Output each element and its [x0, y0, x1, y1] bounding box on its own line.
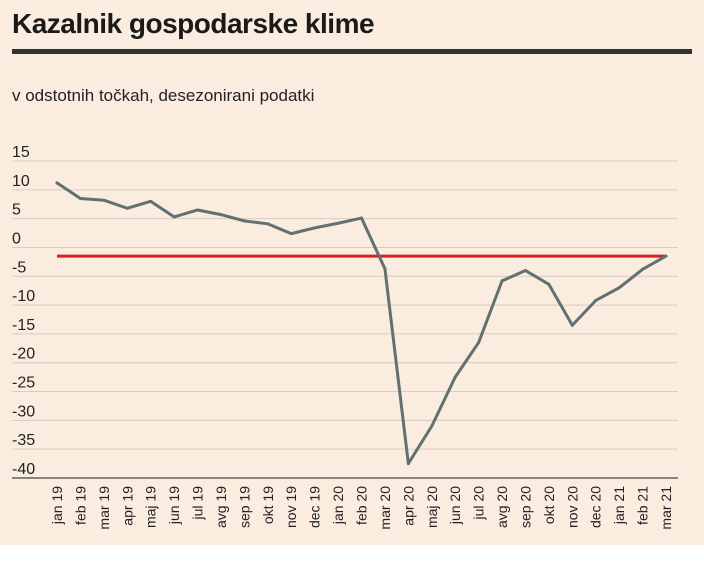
x-tick-label: nov 20	[564, 486, 580, 528]
y-tick-label: 10	[12, 173, 30, 190]
x-tick-label: feb 20	[354, 486, 370, 525]
x-tick-label: apr 20	[400, 486, 416, 526]
x-tick-label: mar 21	[658, 486, 674, 530]
data-point	[172, 215, 176, 219]
y-tick-label: -25	[12, 375, 35, 392]
x-tick-label: mar 19	[96, 486, 112, 530]
x-tick-label: okt 19	[260, 486, 276, 524]
x-tick-label: jan 19	[49, 486, 65, 525]
x-tick-label: apr 19	[119, 486, 135, 526]
y-tick-label: -35	[12, 432, 35, 449]
data-point	[453, 375, 457, 379]
y-tick-label: -15	[12, 317, 35, 334]
data-point	[617, 286, 621, 290]
x-tick-label: jan 21	[611, 486, 627, 525]
data-point	[383, 267, 387, 271]
data-point	[78, 196, 82, 200]
y-tick-label: -40	[12, 461, 35, 478]
data-point	[266, 222, 270, 226]
x-tick-label: avg 20	[494, 486, 510, 528]
x-tick-label: okt 20	[541, 486, 557, 524]
x-tick-label: avg 19	[213, 486, 229, 528]
x-tick-label: jun 19	[166, 486, 182, 525]
data-point	[149, 199, 153, 203]
x-tick-label: jun 20	[447, 486, 463, 525]
series-line	[55, 181, 668, 466]
data-point	[313, 226, 317, 230]
y-tick-label: -20	[12, 346, 35, 363]
y-tick-label: -5	[12, 259, 26, 276]
chart-panel: Kazalnik gospodarske klime v odstotnih t…	[0, 0, 704, 545]
data-point	[102, 198, 106, 202]
data-point	[125, 206, 129, 210]
line-chart: 15 10 5 0 -5 -10 -15 -20 -25 -30 -35 -40 jan 19 feb …	[12, 144, 678, 530]
x-tick-label: maj 19	[143, 486, 159, 528]
data-point	[360, 216, 363, 220]
data-point	[641, 267, 645, 271]
data-point	[500, 279, 504, 283]
y-tick-label: 0	[12, 230, 21, 247]
title-divider	[12, 49, 692, 54]
data-point	[406, 462, 410, 466]
x-tick-label: feb 21	[635, 486, 651, 525]
data-point	[570, 323, 574, 327]
x-tick-label: nov 19	[283, 486, 299, 528]
data-point	[242, 219, 246, 223]
x-tick-label: dec 19	[307, 486, 323, 528]
data-point	[664, 254, 668, 258]
data-point	[477, 341, 481, 345]
x-tick-label: jan 20	[330, 486, 346, 525]
data-point	[430, 424, 434, 428]
chart-subtitle: v odstotnih točkah, desezonirani podatki	[12, 86, 315, 105]
x-tick-label: sep 19	[236, 486, 252, 528]
y-axis-ticks: 15 10 5 0 -5 -10 -15 -20 -25 -30 -35 -40	[12, 144, 35, 478]
x-tick-label: jul 19	[190, 486, 206, 521]
x-tick-label: dec 20	[588, 486, 604, 528]
y-tick-label: 15	[12, 144, 30, 161]
data-point	[196, 208, 200, 212]
gridlines	[12, 160, 678, 479]
data-point	[523, 269, 527, 273]
x-tick-label: maj 20	[424, 486, 440, 528]
x-tick-label: mar 20	[377, 486, 393, 530]
x-tick-label: sep 20	[517, 486, 533, 528]
data-point	[547, 282, 551, 286]
data-point	[594, 298, 598, 302]
data-point	[336, 221, 340, 225]
data-point	[55, 181, 59, 185]
y-tick-label: 5	[12, 202, 21, 219]
y-tick-label: -30	[12, 403, 35, 420]
data-point	[219, 213, 223, 217]
y-tick-label: -10	[12, 288, 35, 305]
x-axis-ticks: jan 19 feb 19 mar 19 apr 19 maj 19 jun 19 jul …	[49, 486, 674, 530]
x-tick-label: jul 20	[471, 486, 487, 521]
x-tick-label: feb 19	[72, 486, 88, 525]
chart-title: Kazalnik gospodarske klime	[12, 8, 375, 39]
series-group	[55, 181, 668, 466]
data-point	[289, 232, 293, 236]
